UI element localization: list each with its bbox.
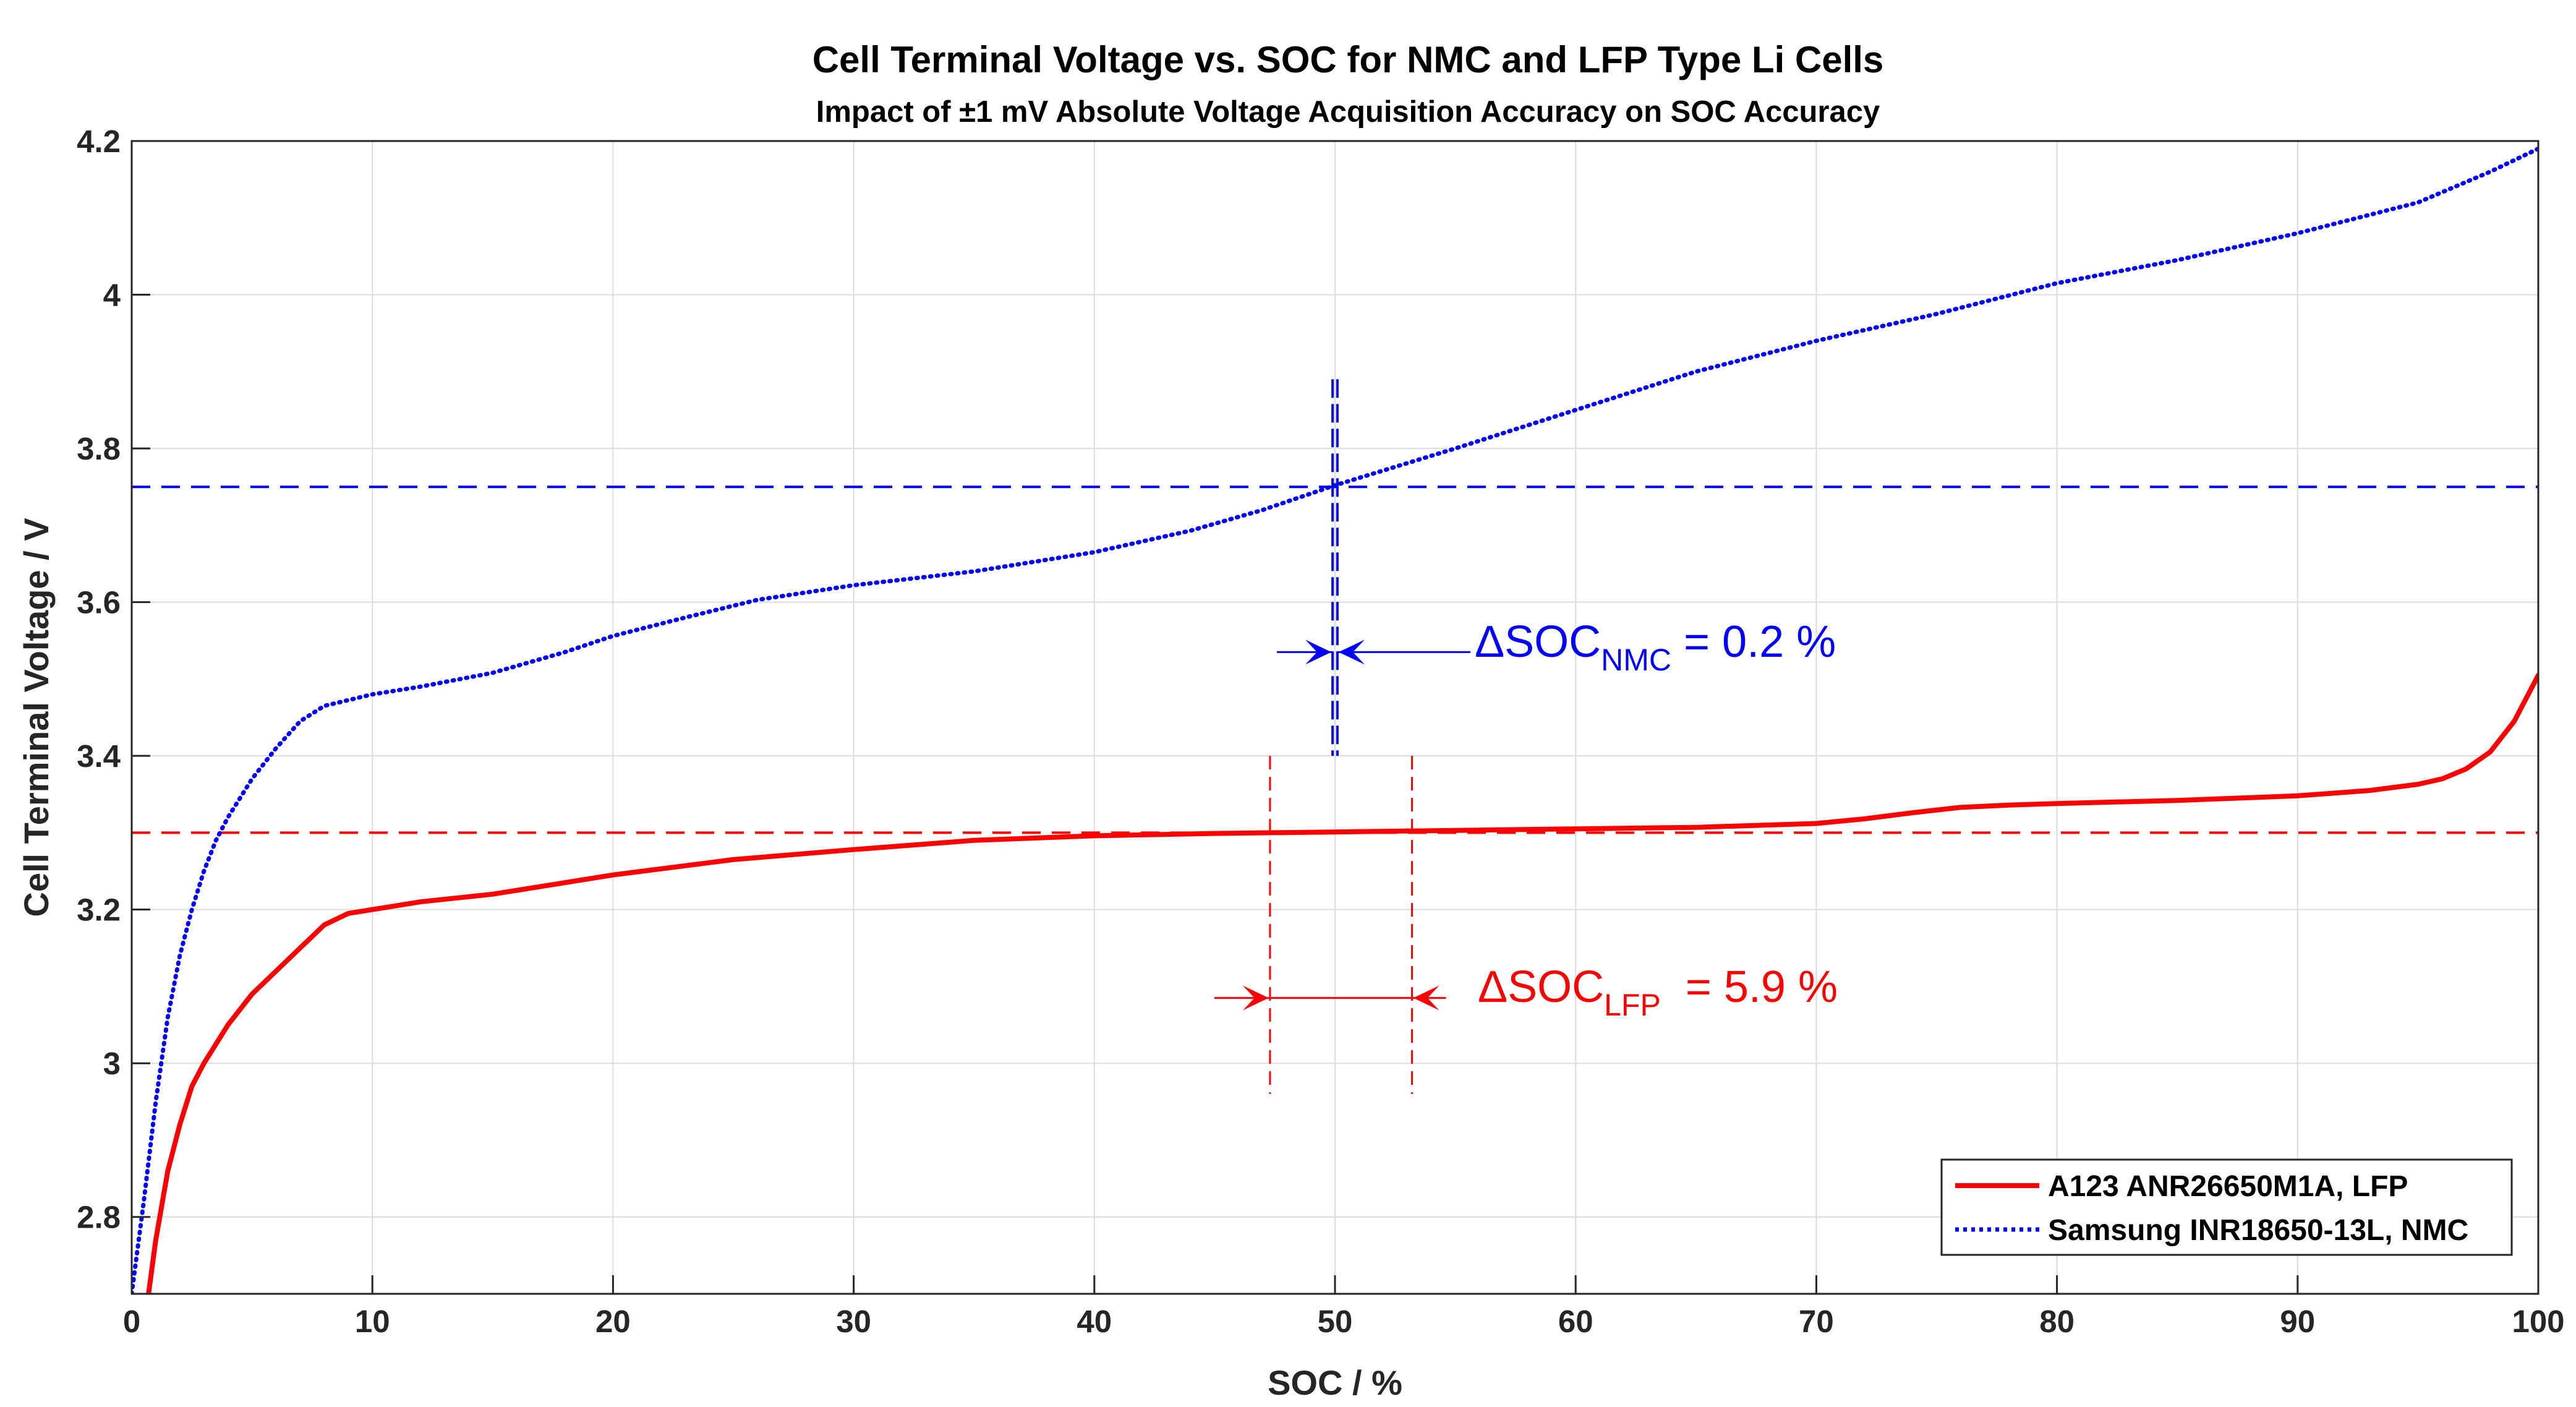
series-layer	[132, 146, 2538, 1294]
x-tick-label: 0	[123, 1304, 140, 1339]
series-line-nmc	[132, 146, 2538, 1294]
annotation-lfp-prefix: ΔSOC	[1478, 962, 1604, 1012]
legend-label-lfp: A123 ANR26650M1A, LFP	[2048, 1170, 2408, 1203]
annotation-nmc-subscript: NMC	[1601, 643, 1671, 677]
x-axis-label: SOC / %	[1268, 1363, 1402, 1402]
lfp-arrow-right-head	[1413, 985, 1439, 1011]
x-tick-label: 40	[1077, 1304, 1112, 1339]
x-tick-label: 80	[2039, 1304, 2075, 1339]
x-tick-label: 30	[836, 1304, 871, 1339]
lfp-arrow-left-head	[1242, 985, 1269, 1011]
y-tick-label: 3.6	[77, 585, 121, 620]
annotation-lfp-subscript: LFP	[1604, 988, 1661, 1022]
y-tick-label: 3	[103, 1046, 121, 1081]
x-tick-label: 50	[1318, 1304, 1353, 1339]
legend-label-nmc: Samsung INR18650-13L, NMC	[2048, 1214, 2468, 1247]
y-tick-label: 3.2	[77, 892, 121, 928]
y-tick-label: 4.2	[77, 124, 121, 159]
annotation-delta-soc-nmc: ΔSOCNMC = 0.2 %	[1475, 617, 1836, 677]
chart-subtitle: Impact of ±1 mV Absolute Voltage Acquisi…	[816, 95, 1880, 129]
legend: A123 ANR26650M1A, LFP Samsung INR18650-1…	[1940, 1158, 2513, 1256]
x-tick-label: 10	[355, 1304, 390, 1339]
annotation-delta-soc-lfp: ΔSOCLFP = 5.9 %	[1478, 962, 1838, 1022]
y-tick-label: 4	[103, 278, 121, 313]
annotation-markers	[1214, 639, 1470, 1011]
nmc-arrow-right-head	[1338, 639, 1365, 665]
annotation-nmc-value: = 0.2 %	[1671, 617, 1836, 667]
y-tick-label: 2.8	[77, 1200, 121, 1235]
annotation-nmc-prefix: ΔSOC	[1475, 617, 1601, 667]
x-tick-label: 70	[1799, 1304, 1834, 1339]
legend-box	[1940, 1158, 2513, 1256]
y-tick-label: 3.4	[77, 738, 121, 774]
nmc-arrow-left-head	[1305, 639, 1332, 665]
y-tick-label: 3.8	[77, 431, 121, 466]
chart-title: Cell Terminal Voltage vs. SOC for NMC an…	[812, 39, 1884, 80]
x-tick-label: 100	[2512, 1304, 2564, 1339]
x-tick-label: 20	[595, 1304, 631, 1339]
ticks: 0 10 20 30 40 50 60 70 80 90 100 2.8 3 3.2 3.4 3.6 3.8 4 4…	[77, 124, 2564, 1339]
y-axis-label: Cell Terminal Voltage / V	[17, 518, 56, 917]
x-tick-label: 60	[1558, 1304, 1593, 1339]
annotation-lfp-value: = 5.9 %	[1661, 962, 1838, 1012]
series-line-lfp	[146, 672, 2538, 1294]
x-tick-label: 90	[2280, 1304, 2315, 1339]
